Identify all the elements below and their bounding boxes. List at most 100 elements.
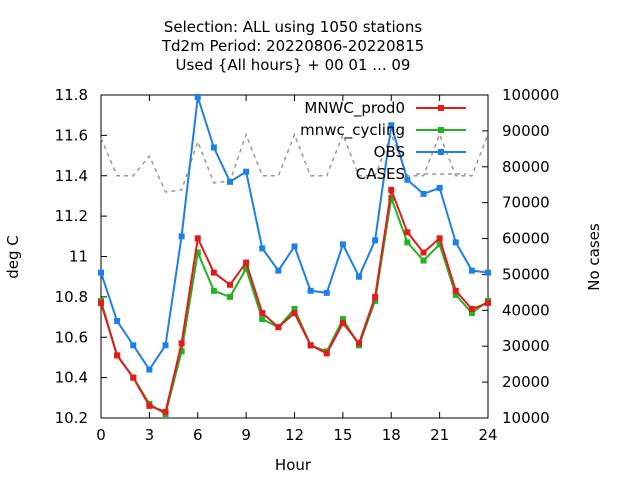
y-tick-label: 11.2 xyxy=(55,207,88,225)
x-tick-label: 15 xyxy=(333,426,352,444)
legend: MNWC_prod0 mnwc_cycling OBS CASES xyxy=(300,99,466,183)
y-tick-label: 10.6 xyxy=(55,328,88,346)
data-point xyxy=(404,176,411,183)
data-point xyxy=(275,324,282,331)
series-line xyxy=(100,132,489,193)
data-point xyxy=(210,144,217,151)
data-point xyxy=(323,350,330,357)
legend-marker xyxy=(438,149,444,155)
data-point xyxy=(146,366,153,373)
title-line-1: Selection: ALL using 1050 stations xyxy=(164,18,423,36)
data-point xyxy=(372,237,379,244)
data-point xyxy=(356,273,362,280)
data-point xyxy=(372,297,379,304)
data-point xyxy=(436,235,443,242)
data-point xyxy=(307,342,314,349)
legend-label: MNWC_prod0 xyxy=(304,99,405,118)
data-point xyxy=(356,340,362,347)
data-point xyxy=(291,310,298,317)
data-point xyxy=(162,342,169,349)
data-point xyxy=(485,299,491,306)
x-tick-label: 12 xyxy=(285,426,304,444)
data-point xyxy=(243,259,250,266)
data-point xyxy=(130,374,137,381)
y2-tick-label: 30000 xyxy=(502,337,550,355)
data-point xyxy=(194,235,201,242)
data-point xyxy=(243,265,250,272)
y-tick-label: 10.2 xyxy=(55,409,88,427)
y2-tick-label: 100000 xyxy=(502,86,559,104)
data-point xyxy=(162,408,169,415)
data-point xyxy=(485,269,491,276)
y2-axis-label: No cases xyxy=(585,223,603,291)
data-point xyxy=(436,184,443,191)
data-point xyxy=(307,287,314,294)
data-point xyxy=(146,402,153,409)
legend-label: mnwc_cycling xyxy=(300,121,405,140)
chart-title: Selection: ALL using 1050 stations Td2m … xyxy=(161,18,424,74)
data-point xyxy=(339,316,346,323)
data-point xyxy=(452,239,459,246)
data-point xyxy=(339,320,346,327)
x-tick-label: 24 xyxy=(478,426,497,444)
y-tick-label: 11.6 xyxy=(55,126,88,144)
y2-tick-label: 20000 xyxy=(502,373,550,391)
data-point xyxy=(210,269,217,276)
data-point xyxy=(114,318,121,325)
y2-tick-label: 40000 xyxy=(502,301,550,319)
y2-tick-label: 90000 xyxy=(502,122,550,140)
x-axis-label: Hour xyxy=(275,456,312,474)
data-point xyxy=(178,340,185,347)
data-point xyxy=(227,281,233,288)
data-point xyxy=(259,310,266,317)
data-point xyxy=(404,229,411,236)
data-point xyxy=(420,249,427,256)
x-tick-label: 21 xyxy=(430,426,449,444)
x-tick-label: 9 xyxy=(241,426,251,444)
y-tick-label: 10.8 xyxy=(55,288,88,306)
data-point xyxy=(452,291,459,298)
y-tick-label: 11.8 xyxy=(55,86,88,104)
x-tick-label: 18 xyxy=(382,426,401,444)
data-point xyxy=(468,267,475,274)
data-point xyxy=(98,299,104,306)
data-point xyxy=(178,233,185,240)
data-point xyxy=(323,289,330,296)
legend-label: CASES xyxy=(356,165,405,183)
x-tick-label: 3 xyxy=(145,426,155,444)
data-point xyxy=(275,267,282,274)
series-line xyxy=(100,185,489,414)
y2-tick-label: 80000 xyxy=(502,158,550,176)
data-point xyxy=(404,239,411,246)
data-point xyxy=(468,305,475,312)
data-point xyxy=(259,245,266,252)
title-line-3: Used {All hours} + 00 01 ... 09 xyxy=(176,56,411,74)
y-tick-label: 11 xyxy=(69,248,88,266)
data-point xyxy=(339,241,346,248)
data-point xyxy=(388,122,395,129)
y2-tick-label: 70000 xyxy=(502,194,550,212)
data-point xyxy=(468,310,475,317)
data-point xyxy=(452,287,459,294)
data-point xyxy=(227,178,233,185)
data-point xyxy=(388,186,395,193)
legend-label: OBS xyxy=(374,143,405,161)
data-point xyxy=(291,305,298,312)
y2-tick-label: 50000 xyxy=(502,265,550,283)
x-tick-label: 6 xyxy=(193,426,203,444)
y2-tick-label: 60000 xyxy=(502,230,550,248)
data-point xyxy=(388,194,395,201)
legend-marker xyxy=(438,127,444,133)
axis-ticks: 0 3 6 9 12 15 18 21 24 10.2 10.4 10.6 10.8 11 11.2 11.4… xyxy=(55,86,560,444)
data-point xyxy=(420,257,427,264)
data-point xyxy=(420,190,427,197)
data-point xyxy=(114,352,121,359)
x-tick-label: 0 xyxy=(96,426,106,444)
data-point xyxy=(194,94,201,101)
plot-frame xyxy=(100,94,489,419)
data-point xyxy=(436,241,443,248)
data-point xyxy=(194,249,201,256)
data-point xyxy=(291,243,298,250)
title-line-2: Td2m Period: 20220806-20220815 xyxy=(161,37,424,55)
